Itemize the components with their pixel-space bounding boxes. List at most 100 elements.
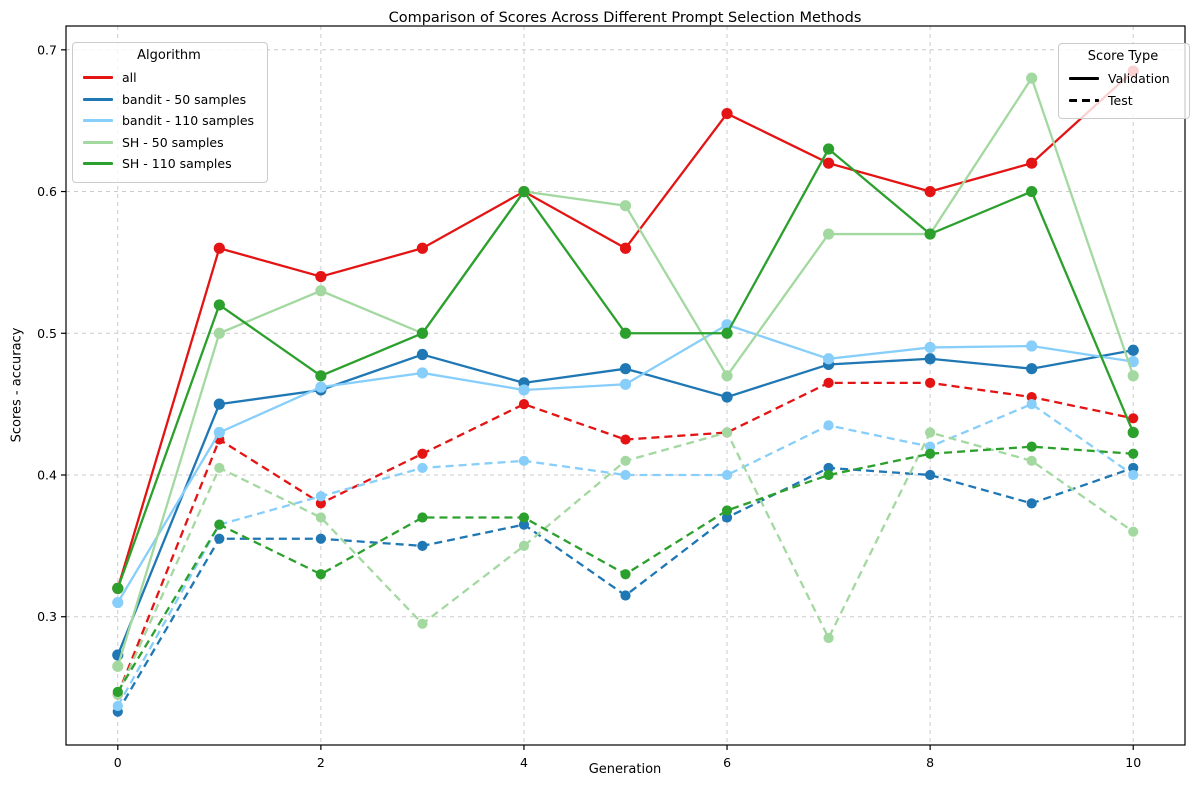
series-line	[116, 402, 1134, 707]
data-point	[823, 462, 834, 474]
data-point	[1128, 469, 1139, 481]
data-point	[112, 596, 124, 609]
data-point	[1026, 455, 1037, 466]
legend-entry-label: Test	[1108, 92, 1133, 108]
data-point	[1026, 399, 1037, 410]
y-tick-label: 0.5	[37, 326, 57, 341]
data-point	[823, 632, 834, 644]
legend-entry-bandit-50-samples: bandit - 50 samples	[83, 89, 255, 111]
data-point	[1128, 413, 1139, 424]
data-point	[619, 378, 632, 390]
legend-swatch-icon	[83, 97, 113, 101]
plot-border	[65, 25, 1186, 746]
data-point	[1026, 363, 1038, 375]
data-point	[925, 448, 936, 459]
data-point	[213, 398, 225, 410]
legend-entry-bandit-110-samples: bandit - 110 samples	[83, 110, 255, 132]
data-point	[213, 327, 225, 339]
data-point	[1026, 498, 1037, 509]
x-axis-label: Generation	[588, 762, 662, 777]
data-point	[416, 348, 429, 361]
data-point	[1127, 426, 1139, 439]
data-point	[924, 228, 936, 240]
x-tick-label: 0	[114, 755, 122, 770]
data-point	[822, 143, 835, 155]
legend-entry-label: SH - 50 samples	[122, 134, 224, 150]
data-point	[721, 427, 733, 438]
data-point	[315, 533, 326, 544]
x-tick-label: 8	[926, 755, 934, 770]
data-point	[721, 370, 733, 382]
data-point	[315, 270, 327, 283]
legend-swatch-icon	[83, 119, 113, 123]
data-point	[924, 353, 936, 365]
legend-entry-validation: Validation	[1069, 68, 1177, 90]
data-point	[619, 363, 632, 375]
chart-title: Comparison of Scores Across Different Pr…	[388, 10, 862, 26]
legend-entry-label: all	[122, 70, 137, 86]
algorithm-legend-title: Algorithm	[137, 48, 201, 63]
y-axis-label: Scores - accuracy	[9, 327, 25, 443]
series-line	[116, 349, 1134, 656]
data-point	[518, 519, 530, 530]
data-point	[721, 512, 733, 523]
data-point	[315, 569, 326, 580]
data-point	[417, 448, 428, 459]
data-point	[213, 426, 225, 439]
data-point	[925, 469, 936, 481]
data-point	[1128, 462, 1139, 474]
data-point	[112, 660, 124, 672]
data-point	[721, 505, 733, 516]
y-tick-label: 0.4	[37, 468, 57, 483]
data-point	[1026, 441, 1037, 452]
data-point	[924, 341, 936, 354]
y-tick-label: 0.3	[37, 609, 57, 624]
legend-entry-label: SH - 110 samples	[122, 156, 232, 172]
legend-swatch-icon	[83, 162, 113, 166]
data-point	[1026, 185, 1038, 198]
data-point	[213, 242, 225, 254]
data-point	[417, 540, 428, 551]
data-point	[721, 469, 733, 481]
x-tick-label: 6	[723, 755, 731, 770]
data-point	[925, 441, 936, 452]
data-point	[518, 512, 530, 523]
data-point	[619, 200, 632, 212]
score-type-legend-entries: Validation Test	[1069, 68, 1177, 111]
data-point	[822, 228, 835, 240]
score-type-legend-title: Score Type	[1087, 49, 1159, 64]
data-point	[823, 377, 834, 388]
data-point	[1127, 370, 1139, 382]
data-point	[925, 377, 936, 388]
data-point	[112, 582, 124, 594]
data-point	[315, 512, 326, 523]
data-point	[1026, 157, 1038, 169]
y-tick-label: 0.6	[37, 184, 57, 199]
data-point	[1026, 72, 1038, 84]
data-point	[417, 618, 428, 629]
data-point	[823, 420, 834, 431]
dashed-line-icon	[1069, 98, 1099, 102]
data-point	[417, 462, 428, 474]
data-point	[213, 299, 225, 311]
data-point	[620, 590, 631, 601]
data-point	[1026, 391, 1037, 403]
legend-entry-all: all	[83, 67, 255, 89]
data-point	[721, 327, 733, 339]
solid-line-icon	[1069, 77, 1099, 81]
x-tick-label: 2	[317, 755, 325, 770]
data-point	[315, 381, 327, 393]
data-point	[315, 370, 327, 382]
series-line	[116, 466, 1134, 713]
data-point	[518, 455, 530, 466]
data-point	[619, 327, 632, 339]
data-point	[620, 469, 631, 481]
data-point	[112, 700, 123, 712]
data-point	[315, 285, 327, 297]
legend-swatch-icon	[83, 76, 113, 80]
data-point	[214, 462, 225, 474]
x-tick-label: 4	[520, 755, 528, 770]
data-point	[620, 569, 631, 580]
